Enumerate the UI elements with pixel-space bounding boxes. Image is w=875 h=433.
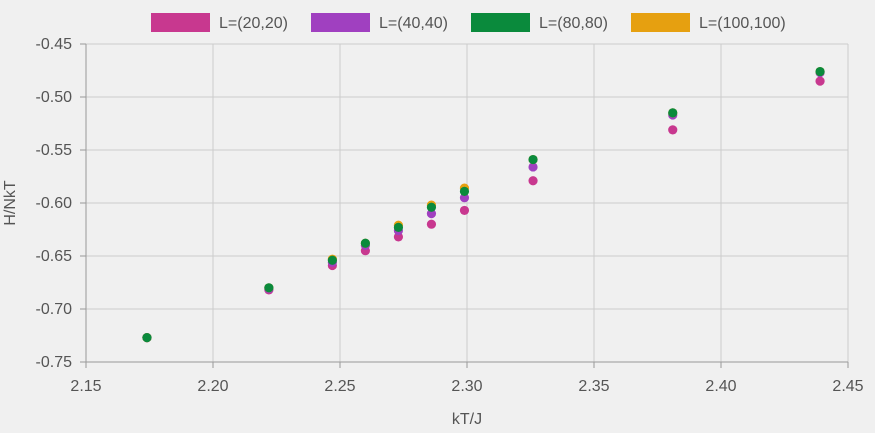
data-point-l-40-40[interactable]	[528, 162, 538, 172]
y-tick-label: -0.65	[36, 248, 73, 265]
data-point-l-80-80[interactable]	[668, 108, 678, 118]
data-point-l-80-80[interactable]	[815, 66, 825, 77]
legend[interactable]: L=(20,20) L=(40,40) L=(80,80) L=(100,100)	[151, 13, 786, 32]
y-tick-label: -0.50	[36, 89, 73, 106]
series-l-80-80	[142, 66, 825, 343]
data-point-l-80-80[interactable]	[142, 333, 152, 343]
y-tick-label: -0.70	[36, 301, 73, 318]
x-tick-label: 2.15	[70, 378, 101, 395]
data-point-l-80-80[interactable]	[459, 186, 470, 196]
data-point-l-20-20[interactable]	[426, 219, 437, 229]
data-point-l-20-20[interactable]	[393, 232, 404, 242]
legend-label: L=(80,80)	[539, 15, 608, 32]
legend-item-l-80-80[interactable]: L=(80,80)	[471, 13, 608, 32]
x-tick-label: 2.45	[832, 378, 863, 395]
legend-swatch	[151, 13, 210, 32]
y-tick-labels: -0.45 -0.50 -0.55 -0.60 -0.65 -0.70 -0.75	[36, 36, 73, 371]
legend-label: L=(40,40)	[379, 15, 448, 32]
data-point-l-40-40[interactable]	[459, 193, 470, 203]
x-tick-labels: 2.15 2.20 2.25 2.30 2.35 2.40 2.45	[70, 378, 863, 395]
data-point-l-80-80[interactable]	[264, 283, 274, 293]
data-point-l-40-40[interactable]	[426, 209, 437, 219]
x-tick-label: 2.30	[451, 378, 482, 395]
legend-item-l-40-40[interactable]: L=(40,40)	[311, 13, 448, 32]
legend-swatch	[311, 13, 370, 32]
data-point-l-20-20[interactable]	[815, 76, 825, 86]
x-tick-label: 2.25	[324, 378, 355, 395]
grid-lines	[85, 43, 849, 363]
data-point-l-80-80[interactable]	[327, 255, 337, 265]
legend-label: L=(20,20)	[219, 15, 288, 32]
data-points	[142, 66, 825, 343]
x-tick-label: 2.35	[578, 378, 609, 395]
y-tick-label: -0.75	[36, 354, 73, 371]
y-tick-label: -0.45	[36, 36, 73, 53]
y-axis-title: H/NkT	[2, 180, 19, 226]
data-point-l-80-80[interactable]	[360, 238, 370, 248]
axes	[80, 43, 849, 368]
x-axis-title: kT/J	[452, 411, 482, 428]
data-point-l-20-20[interactable]	[668, 125, 678, 135]
legend-label: L=(100,100)	[699, 15, 786, 32]
x-tick-label: 2.20	[197, 378, 228, 395]
legend-item-l-100-100[interactable]: L=(100,100)	[631, 13, 786, 32]
data-point-l-20-20[interactable]	[528, 176, 538, 186]
series-l-100-100	[142, 66, 825, 343]
data-point-l-80-80[interactable]	[528, 154, 538, 165]
series-l-20-20	[142, 76, 825, 343]
y-tick-label: -0.60	[36, 195, 73, 212]
series-l-40-40	[142, 68, 825, 343]
data-point-l-80-80[interactable]	[426, 202, 437, 212]
y-tick-label: -0.55	[36, 142, 73, 159]
legend-swatch	[471, 13, 530, 32]
x-tick-label: 2.40	[705, 378, 736, 395]
legend-swatch	[631, 13, 690, 32]
data-point-l-20-20[interactable]	[459, 205, 470, 216]
data-point-l-80-80[interactable]	[393, 222, 404, 232]
legend-item-l-20-20[interactable]: L=(20,20)	[151, 13, 288, 32]
